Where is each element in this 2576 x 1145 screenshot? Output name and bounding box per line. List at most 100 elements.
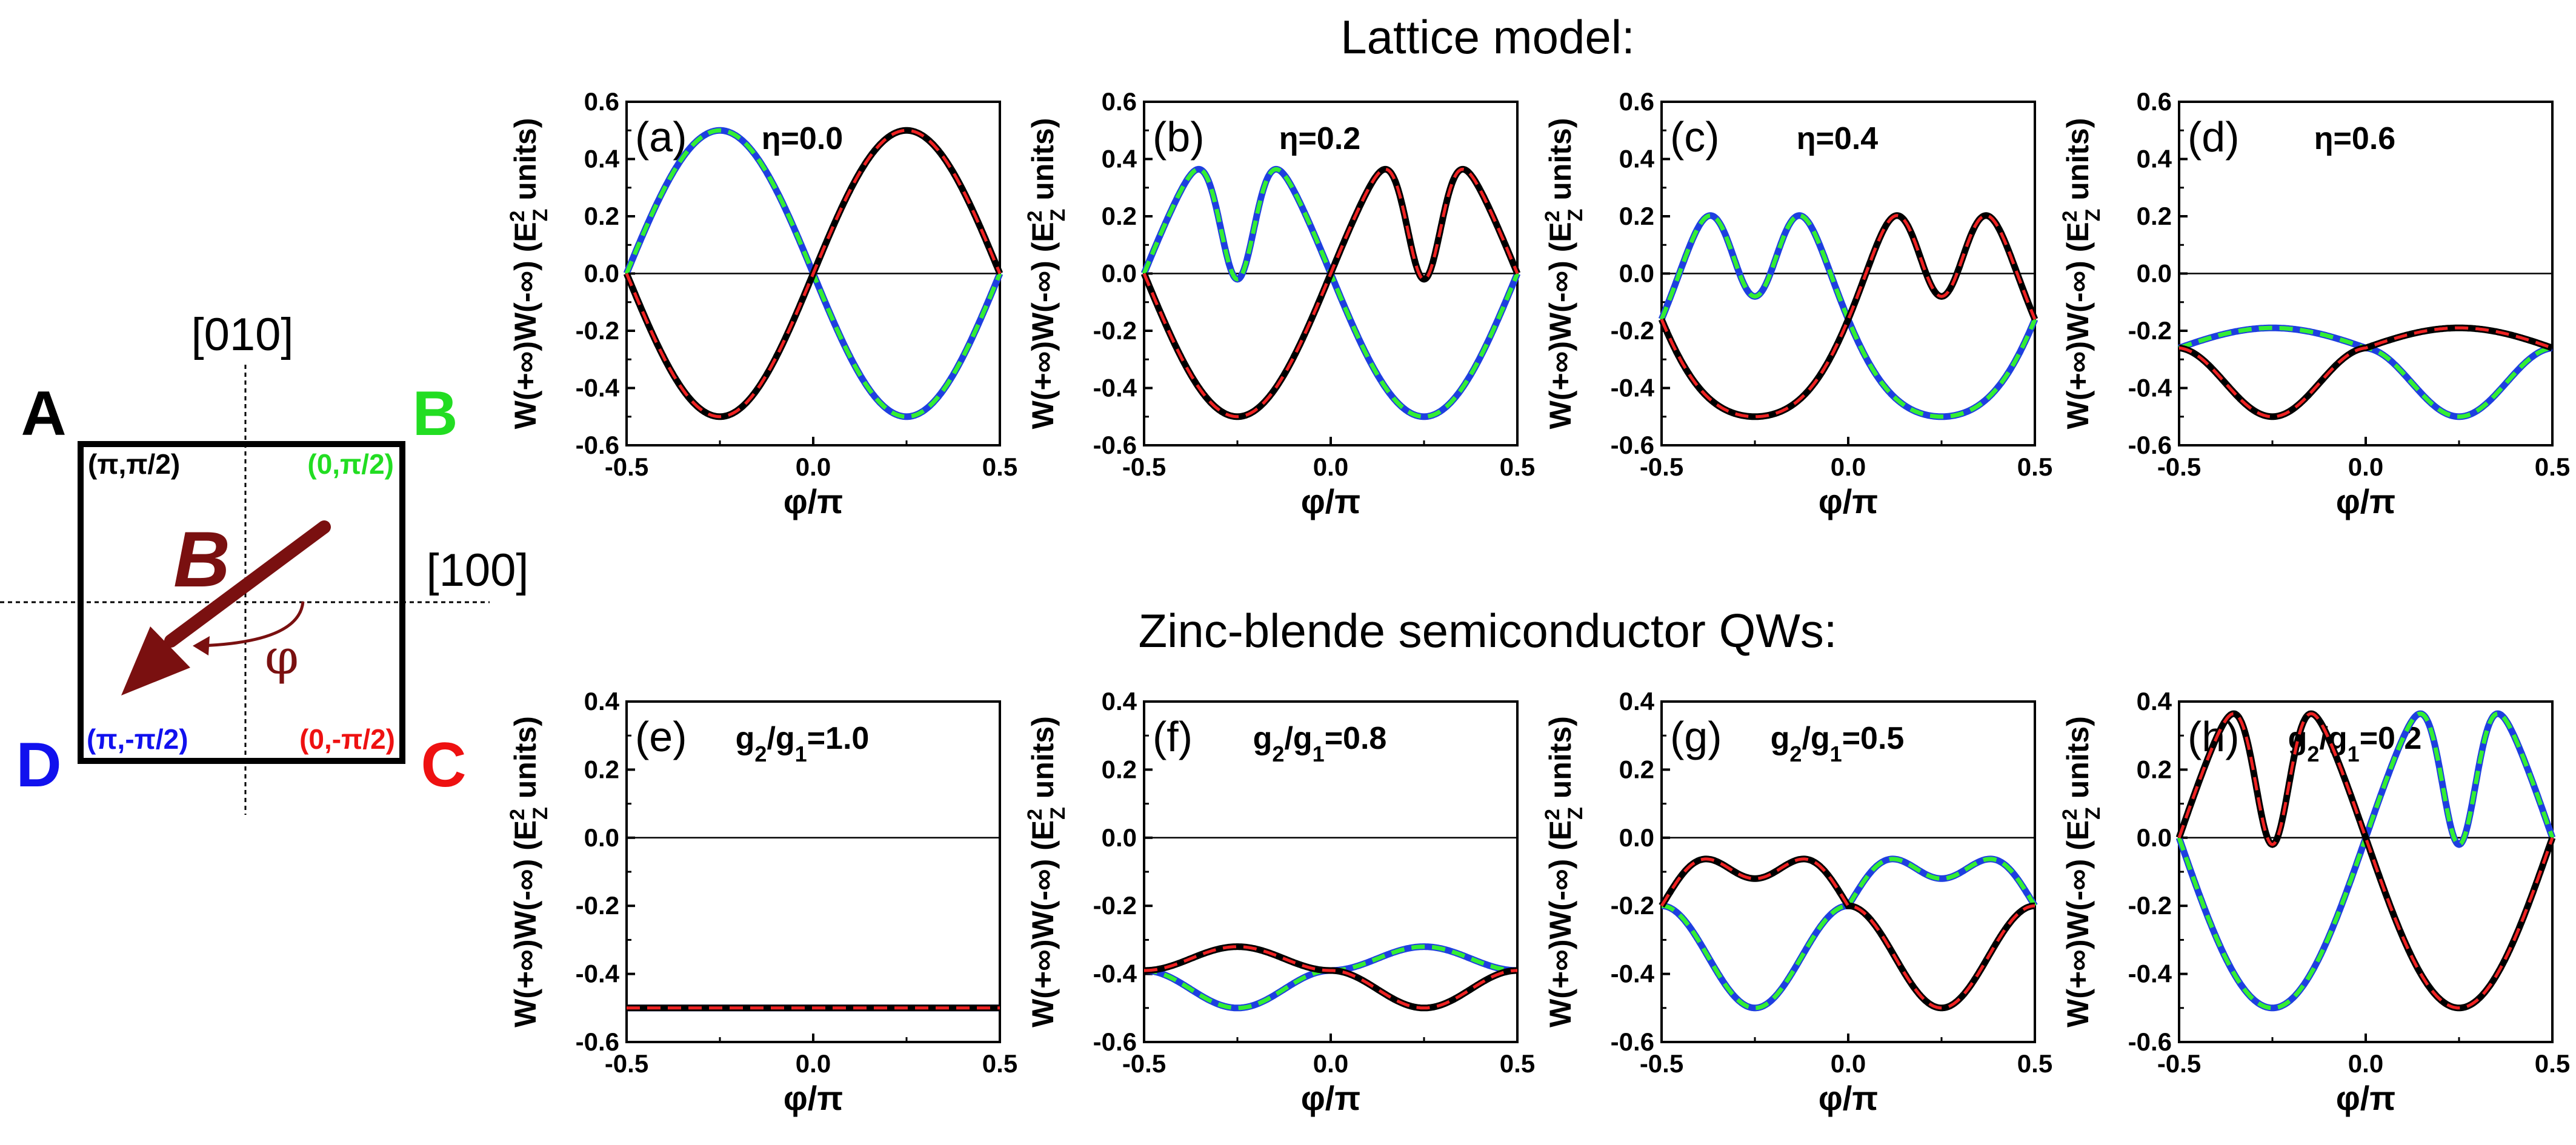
y-tick-label: -0.4 bbox=[1093, 960, 1137, 988]
x-tick-label: 0.5 bbox=[1500, 1049, 1535, 1078]
y-tick-label: -0.2 bbox=[1611, 891, 1654, 920]
parameter-label: η=0.2 bbox=[1279, 121, 1360, 156]
y-tick-label: -0.6 bbox=[576, 431, 619, 459]
series-black-red-dash bbox=[1660, 214, 2037, 419]
series-black-red-outline bbox=[1659, 855, 2035, 1012]
panel-b: 0.6 0.4 0.2 0.0 -0.2 -0.4 -0.6-0.5 0.0 0.5 φ/π W(+… bbox=[1023, 87, 1535, 520]
y-tick-label: 0.2 bbox=[1102, 202, 1137, 230]
parameter-label: η=0.6 bbox=[2314, 121, 2395, 156]
y-tick-label: 0.4 bbox=[1619, 687, 1655, 715]
y-axis-label: W(+∞)W(-∞) (E2Z units) bbox=[1541, 118, 1587, 430]
x-tick-label: -0.5 bbox=[2157, 453, 2201, 481]
y-tick-label: 0.0 bbox=[1619, 823, 1654, 852]
panel-g: 0.4 0.2 0.0 -0.2 -0.4 -0.6-0.5 0.0 0.5 φ/π W(+∞)W… bbox=[1541, 687, 2052, 1117]
panel-letter: (e) bbox=[635, 713, 687, 760]
y-tick-label: 0.4 bbox=[584, 687, 620, 715]
y-tick-label: 0.6 bbox=[1619, 87, 1654, 116]
x-tick-label: 0.0 bbox=[2348, 1049, 2383, 1078]
y-tick-label: 0.4 bbox=[1102, 687, 1137, 715]
y-axis-label: W(+∞)W(-∞) (E2Z units) bbox=[506, 716, 552, 1027]
panel-a: 0.6 0.4 0.2 0.0 -0.2 -0.4 -0.6-0.5 0.0 0.5 φ/π W(+… bbox=[506, 87, 1017, 520]
series-black-red-outline bbox=[2178, 324, 2554, 420]
y-tick-label: -0.6 bbox=[1093, 431, 1137, 459]
y-tick-label: 0.0 bbox=[2137, 823, 2172, 852]
y-axis-label: W(+∞)W(-∞) (E2Z units) bbox=[1023, 118, 1070, 430]
x-tick-label: 0.5 bbox=[2017, 1049, 2052, 1078]
x-tick-label: -0.5 bbox=[605, 453, 648, 481]
angle-arc bbox=[199, 601, 305, 648]
series-blue-green-dash bbox=[1142, 167, 1520, 419]
y-tick-label: 0.4 bbox=[2137, 687, 2172, 715]
x-tick-label: 0.0 bbox=[1313, 1049, 1348, 1078]
y-tick-label: -0.2 bbox=[2128, 891, 2172, 920]
x-tick-label: 0.0 bbox=[1313, 453, 1348, 481]
angle-label: φ bbox=[265, 629, 299, 685]
corner-coord-c: (0,-π/2) bbox=[299, 723, 395, 755]
x-axis-label: φ/π bbox=[2336, 482, 2396, 520]
y-tick-label: 0.0 bbox=[584, 259, 619, 288]
y-tick-label: -0.4 bbox=[1611, 960, 1655, 988]
series-black-red-dash bbox=[2178, 326, 2553, 419]
y-tick-label: -0.4 bbox=[1093, 374, 1137, 402]
corner-coord-a: (π,π/2) bbox=[88, 448, 180, 480]
angle-arc-arrowhead bbox=[193, 636, 210, 655]
parameter-label: g2/g1=0.5 bbox=[1771, 721, 1905, 766]
parameter-label: g2/g1=1.0 bbox=[736, 721, 870, 766]
x-tick-label: 0.0 bbox=[1831, 453, 1866, 481]
y-tick-label: -0.4 bbox=[576, 960, 620, 988]
panel-d: 0.6 0.4 0.2 0.0 -0.2 -0.4 -0.6-0.5 0.0 0.5 φ/π W(+… bbox=[2058, 87, 2570, 520]
corner-label-d: D bbox=[16, 730, 61, 800]
x-tick-label: 0.0 bbox=[1831, 1049, 1866, 1078]
y-tick-label: 0.2 bbox=[1102, 755, 1137, 783]
y-tick-label: 0.0 bbox=[584, 823, 619, 852]
x-tick-label: 0.5 bbox=[982, 453, 1017, 481]
x-tick-label: -0.5 bbox=[1640, 453, 1683, 481]
x-tick-label: -0.5 bbox=[1122, 453, 1166, 481]
y-tick-label: -0.2 bbox=[2128, 316, 2172, 345]
series-black-red-dash bbox=[625, 128, 1002, 419]
y-tick-label: 0.4 bbox=[2137, 145, 2172, 173]
x-tick-label: 0.0 bbox=[796, 453, 831, 481]
series-black-red-dash bbox=[1142, 167, 1519, 419]
y-tick-label: -0.4 bbox=[576, 374, 620, 402]
field-label: B bbox=[173, 515, 230, 603]
y-tick-label: 0.0 bbox=[1619, 259, 1654, 288]
y-tick-label: -0.6 bbox=[1093, 1027, 1137, 1056]
series-black-red-dash bbox=[2177, 712, 2554, 1010]
y-tick-label: -0.2 bbox=[576, 891, 619, 920]
corner-label-a: A bbox=[21, 379, 66, 449]
y-tick-label: 0.4 bbox=[584, 145, 620, 173]
lattice-model-title: Lattice model: bbox=[1340, 10, 1635, 64]
panel-c: 0.6 0.4 0.2 0.0 -0.2 -0.4 -0.6-0.5 0.0 0.5 φ/π W(+… bbox=[1541, 87, 2052, 520]
series-blue-green-outline bbox=[1140, 165, 1521, 420]
y-tick-label: -0.4 bbox=[1611, 374, 1655, 402]
corner-coord-d: (π,-π/2) bbox=[87, 723, 188, 755]
series-blue-green-dash bbox=[1144, 944, 1517, 1011]
y-axis-label: W(+∞)W(-∞) (E2Z units) bbox=[506, 118, 552, 430]
y-tick-label: -0.6 bbox=[1611, 1027, 1654, 1056]
y-tick-label: -0.2 bbox=[1611, 316, 1654, 345]
parameter-label: η=0.0 bbox=[762, 121, 843, 156]
x-tick-label: -0.5 bbox=[1640, 1049, 1683, 1078]
y-tick-label: 0.2 bbox=[1619, 755, 1654, 783]
y-tick-label: -0.6 bbox=[576, 1027, 619, 1056]
y-tick-label: -0.6 bbox=[2128, 431, 2172, 459]
series-black-red-outline bbox=[1140, 165, 1521, 420]
y-tick-label: 0.6 bbox=[584, 87, 619, 116]
y-tick-label: -0.6 bbox=[2128, 1027, 2172, 1056]
y-tick-label: 0.0 bbox=[2137, 259, 2172, 288]
panel-letter: (f) bbox=[1153, 713, 1193, 760]
series-black-red-dash bbox=[1660, 857, 2035, 1010]
y-tick-label: 0.2 bbox=[584, 755, 619, 783]
x-tick-label: -0.5 bbox=[605, 1049, 648, 1078]
y-tick-label: 0.2 bbox=[2137, 202, 2172, 230]
corner-label-c: C bbox=[421, 730, 466, 800]
x-tick-label: -0.5 bbox=[1122, 1049, 1166, 1078]
y-tick-label: -0.2 bbox=[576, 316, 619, 345]
x-axis-label: φ/π bbox=[1301, 482, 1361, 520]
y-tick-label: 0.4 bbox=[1102, 145, 1137, 173]
zinc-blende-title: Zinc-blende semiconductor QWs: bbox=[1138, 604, 1837, 657]
panel-letter: (a) bbox=[635, 113, 687, 161]
panel-f: 0.4 0.2 0.0 -0.2 -0.4 -0.6-0.5 0.0 0.5 φ/π W(+∞)W… bbox=[1023, 687, 1535, 1117]
